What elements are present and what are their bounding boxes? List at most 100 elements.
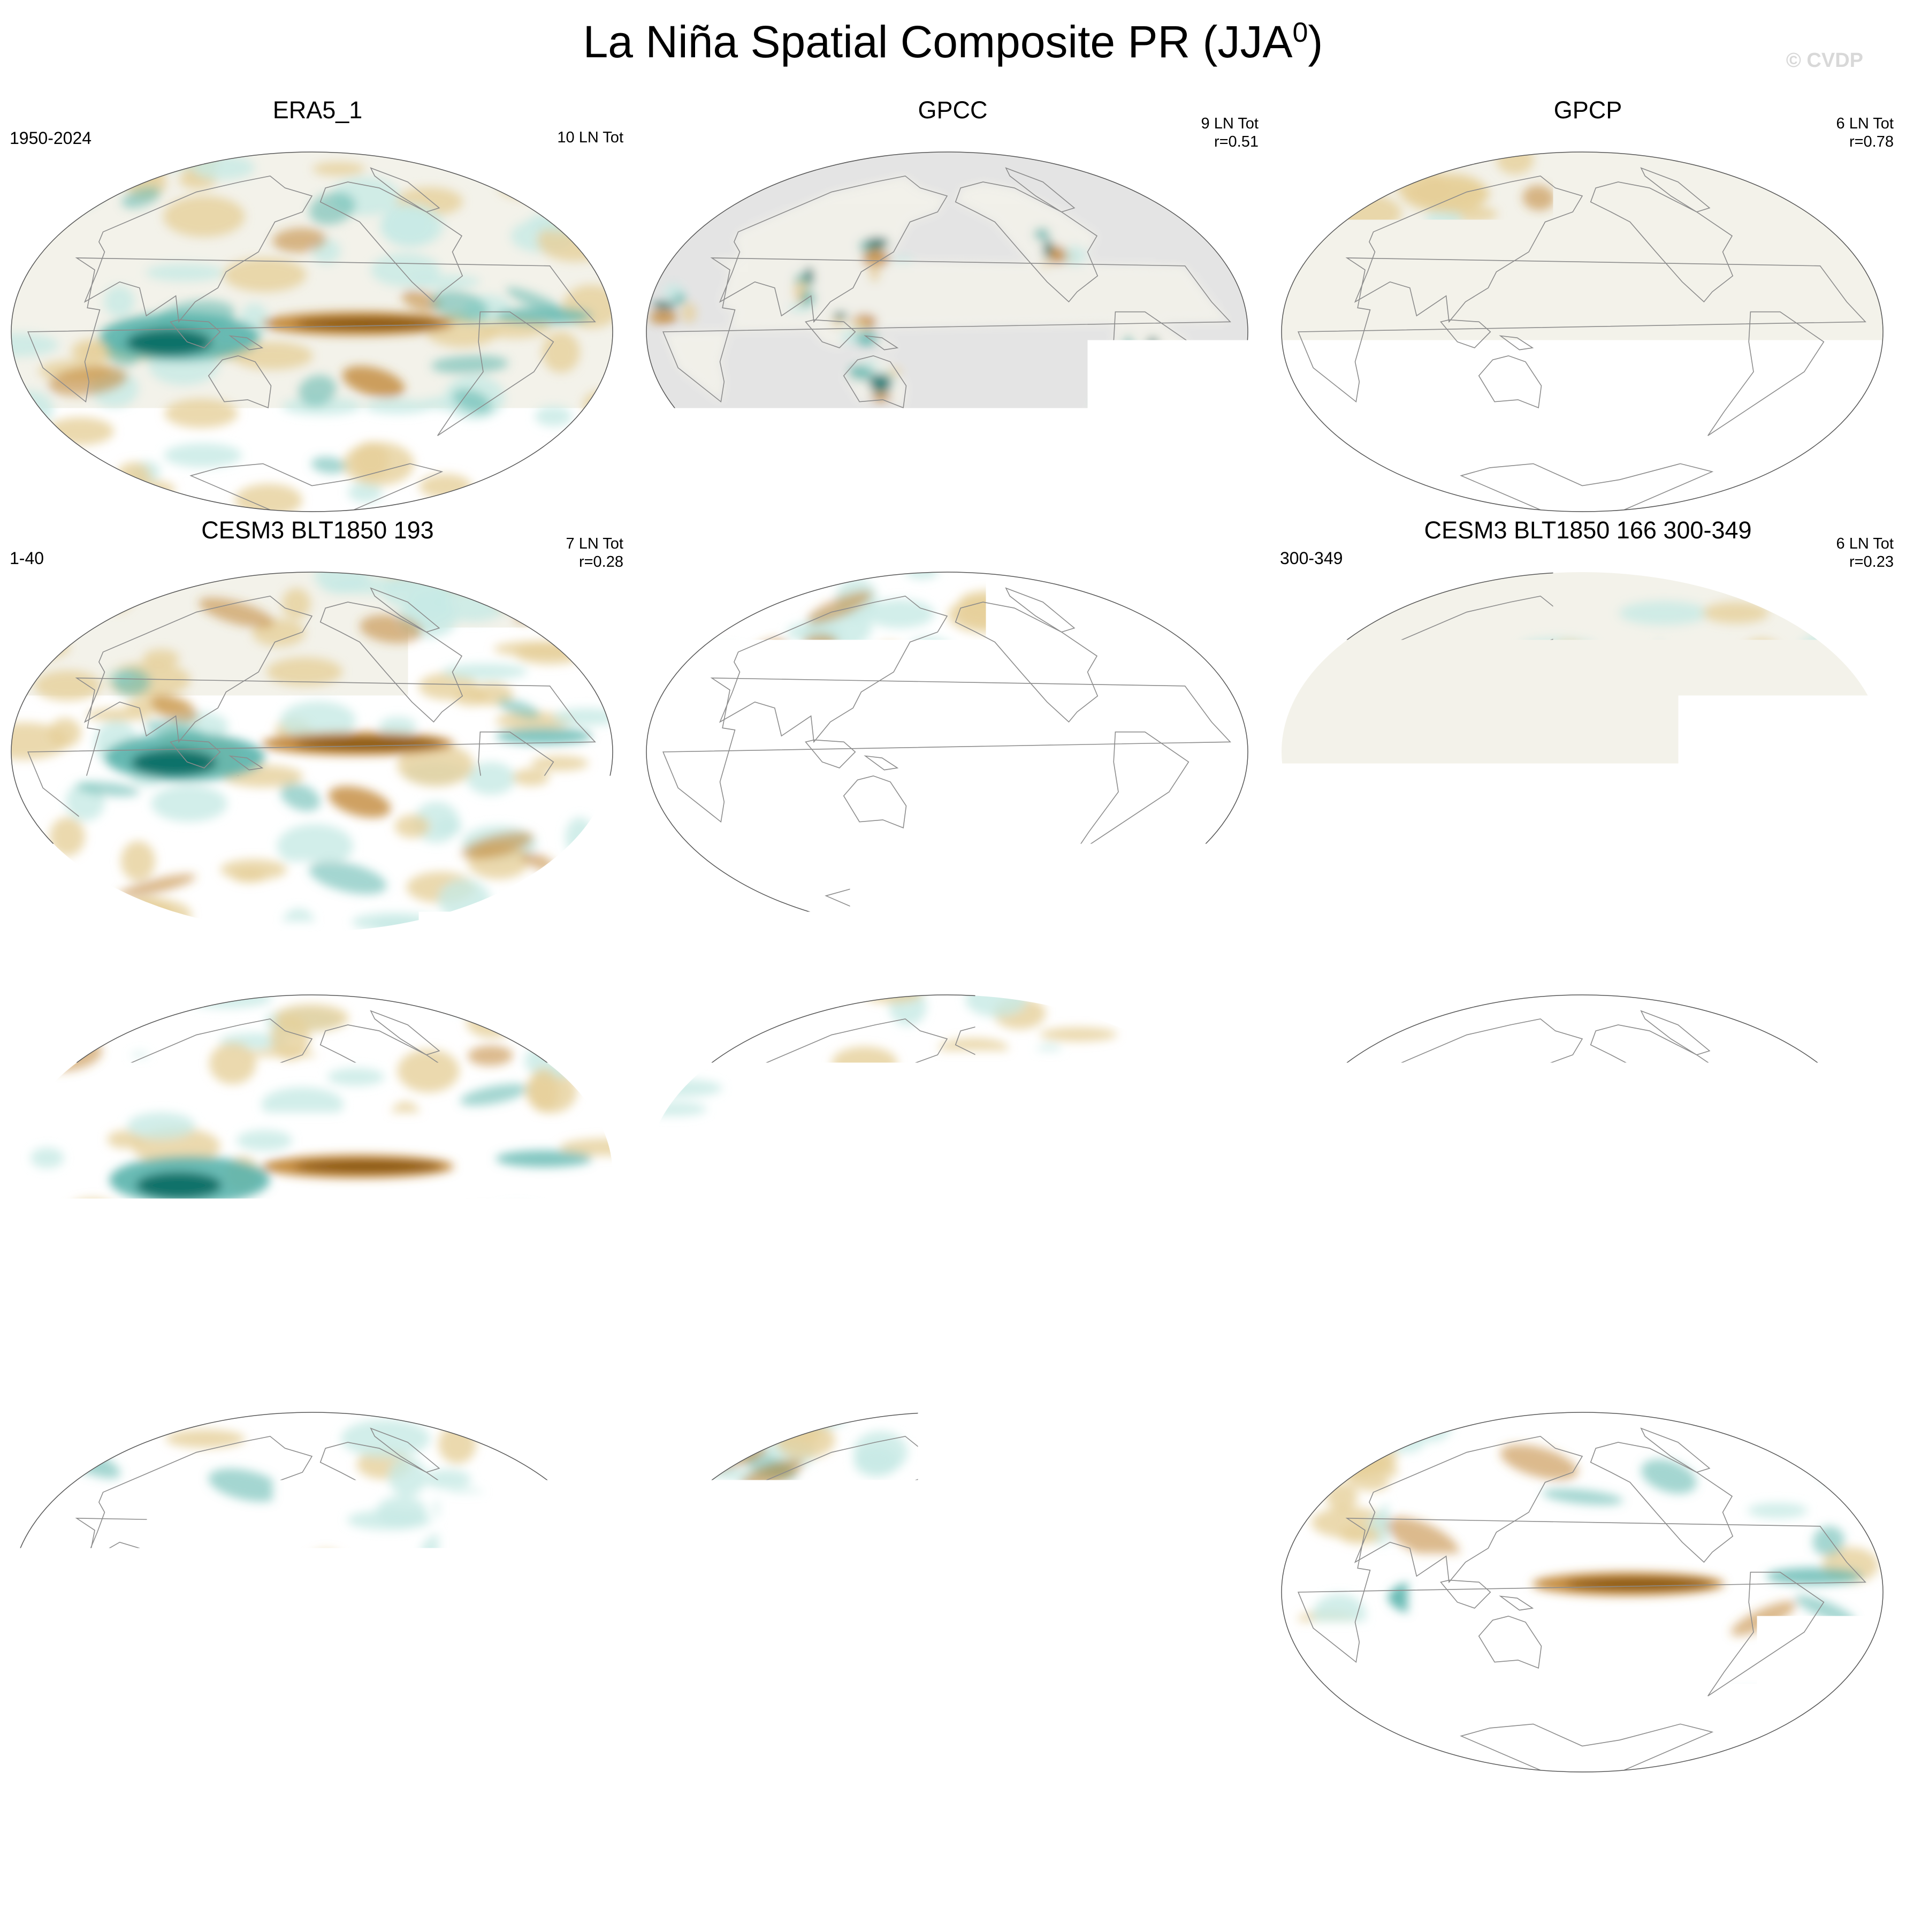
- map-panel: CESM3 BLT1850 192 3-52 9 LN Tot r=0.31: [635, 511, 1270, 934]
- panel-title: GPCP: [1270, 95, 1905, 125]
- map-panel: CESM3 BLT1850 166 300-349 300-349 6 LN Tot…: [1270, 511, 1905, 934]
- map-globe: [1280, 150, 1885, 514]
- map-globe: [10, 570, 614, 934]
- panel-correlation: r=0.51: [1201, 133, 1259, 151]
- panel-stats: 10 LN Tot r=0.59: [557, 1375, 623, 1411]
- colorbar-swatch: [1470, 1806, 1536, 1837]
- panel-title: ERA5_1: [0, 95, 635, 125]
- map-panel: CESM3 BLT1850 166 150-199 150-199 9 LN Tot…: [1270, 934, 1905, 1357]
- colorbar-swatch: [1017, 1806, 1082, 1837]
- map-globe: [645, 570, 1249, 934]
- panel-title: CESM2 piControl B: [635, 1356, 1270, 1386]
- panel-years: 901-950: [645, 1389, 707, 1409]
- panel-correlation: r=0.19: [1836, 976, 1894, 994]
- map-svg: [645, 570, 1249, 934]
- panel-count: 6 LN Tot: [1836, 535, 1894, 553]
- figure-title-text: La Niña Spatial Composite PR (JJA: [583, 17, 1293, 67]
- panel-correlation: r=0.28: [566, 553, 623, 571]
- figure-title-superscript: 0: [1293, 17, 1308, 48]
- map-svg: [1280, 1410, 1885, 1774]
- panel-correlation: r=0.23: [1836, 553, 1894, 571]
- panel-title: GPCC: [635, 95, 1270, 125]
- panel-count: 7 LN Tot: [1201, 1375, 1259, 1393]
- map-panel: CESM3 BLT1850 166 200-249 200-249 11 LN To…: [635, 934, 1270, 1357]
- panel-correlation: r=0.47: [1201, 1393, 1259, 1411]
- map-globe: [645, 1410, 1249, 1774]
- panel-stats: 9 LN Tot r=0.19: [1836, 957, 1894, 994]
- map-panel: ERA5_1 1950-2024 10 LN Tot: [0, 91, 635, 514]
- panel-title: CESM2 piControl C: [0, 1356, 635, 1386]
- panel-correlation: r=0.31: [1201, 553, 1259, 571]
- colorbar-swatch: [1082, 1806, 1147, 1837]
- map-panel: GPCC 9 LN Tot r=0.51: [635, 91, 1270, 514]
- panel-years: 801-850: [1280, 1389, 1343, 1409]
- map-globe: [10, 993, 614, 1357]
- panel-stats: 9 LN Tot r=0.17: [566, 957, 623, 994]
- panel-correlation: r=0.57: [1827, 1393, 1894, 1411]
- map-globe: [10, 1410, 614, 1774]
- panel-years: 300-349: [1280, 549, 1343, 568]
- colorbar-tick-label: 5: [1492, 1842, 1578, 1879]
- panel-stats: 6 LN Tot r=0.78: [1836, 115, 1894, 151]
- figure-title: La Niña Spatial Composite PR (JJA0): [0, 15, 1906, 69]
- map-svg: [1280, 570, 1885, 934]
- colorbar-swatch: [305, 1806, 370, 1837]
- map-svg: [645, 150, 1249, 514]
- colorbar-swatch: [888, 1806, 953, 1837]
- panel-title: CESM3 BLT1850 193: [0, 515, 635, 545]
- map-svg: [10, 1410, 614, 1774]
- panel-count: 10 LN Tot: [557, 1375, 623, 1393]
- panel-years: 200-249: [645, 971, 707, 991]
- colorbar-swatch: [499, 1806, 565, 1837]
- colorbar-swatch: [434, 1806, 500, 1837]
- panel-title: CESM3 BLT1850 166 150-199: [1270, 938, 1905, 968]
- map-svg: [645, 993, 1249, 1357]
- map-globe: [645, 993, 1249, 1357]
- map-globe: [1280, 570, 1885, 934]
- panel-years: 1-40: [10, 549, 44, 568]
- panel-years: 1001-1050: [10, 1389, 92, 1409]
- colorbar-swatch: [823, 1806, 888, 1837]
- panel-years: 3-52: [645, 549, 679, 568]
- panel-stats: 10 LN Tot r=0.57: [1827, 1375, 1894, 1411]
- colorbar-swatch: [1147, 1806, 1212, 1837]
- panel-title: CESM2 piControl A: [1270, 1356, 1905, 1386]
- cvdp-watermark: © CVDP: [1786, 49, 1863, 72]
- map-svg: [10, 993, 614, 1357]
- map-panel: CESM2 piControl C 1001-1050 10 LN Tot r=0.5…: [0, 1351, 635, 1774]
- panel-stats: 9 LN Tot r=0.31: [1201, 535, 1259, 571]
- panel-count: 10 LN Tot: [1827, 1375, 1894, 1393]
- map-globe: [1280, 1410, 1885, 1774]
- map-globe: [645, 150, 1249, 514]
- panel-count: 6 LN Tot: [1836, 115, 1894, 133]
- panel-stats: 6 LN Tot r=0.23: [1836, 535, 1894, 571]
- colorbar-swatch: [370, 1806, 435, 1837]
- panel-count: 9 LN Tot: [1836, 957, 1894, 976]
- panel-stats: 11 LN Tot r=0.36: [1194, 957, 1259, 994]
- colorbar: [305, 1806, 1600, 1838]
- map-svg: [10, 570, 614, 934]
- panel-correlation: r=0.59: [557, 1393, 623, 1411]
- map-globe: [10, 150, 614, 514]
- figure-title-close: ): [1308, 17, 1323, 67]
- colorbar-swatch: [758, 1806, 824, 1837]
- colorbar-swatch: [1535, 1806, 1600, 1837]
- panel-title: CESM3 BLT1850 192: [635, 515, 1270, 545]
- panel-correlation: r=0.36: [1194, 976, 1259, 994]
- map-panel: CESM2 piControl B 901-950 7 LN Tot r=0.47: [635, 1351, 1270, 1774]
- panel-stats: 7 LN Tot r=0.47: [1201, 1375, 1259, 1411]
- colorbar-swatch: [564, 1806, 629, 1837]
- colorbar-swatch: [1276, 1806, 1341, 1837]
- panel-years: 250-299: [10, 971, 72, 991]
- panel-stats: 10 LN Tot: [557, 128, 623, 147]
- map-panel: GPCP 6 LN Tot r=0.78: [1270, 91, 1905, 514]
- map-panel: CESM2 piControl A 801-850 10 LN Tot r=0.57: [1270, 1351, 1905, 1774]
- map-panel: CESM3 BLT1850 193 1-40 7 LN Tot r=0.28: [0, 511, 635, 934]
- panel-years: 1950-2024: [10, 128, 92, 148]
- map-panel: CESM3 BLT1850 166 250-299 250-299 9 LN Tot…: [0, 934, 635, 1357]
- panel-count: 11 LN Tot: [1194, 957, 1259, 976]
- map-svg: [1280, 150, 1885, 514]
- colorbar-swatch: [693, 1806, 759, 1837]
- colorbar-units: mm/day: [0, 1880, 1906, 1919]
- map-svg: [10, 150, 614, 514]
